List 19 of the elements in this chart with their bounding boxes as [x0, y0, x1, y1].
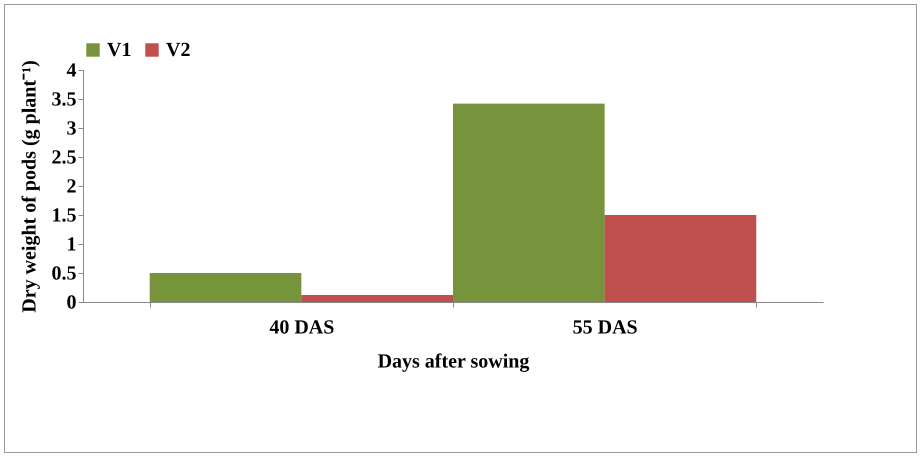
y-tick-label: 4	[66, 60, 76, 82]
y-tick-label: 1	[66, 234, 76, 256]
bar	[453, 104, 605, 302]
y-tick-label: 3	[66, 118, 76, 140]
bar	[150, 273, 302, 302]
y-tick-label: 2	[66, 176, 76, 198]
y-tick-label: 3.5	[52, 88, 76, 110]
legend-label: V1	[107, 39, 132, 61]
x-tick-label: 55 DAS	[572, 316, 638, 338]
bar	[604, 215, 756, 302]
x-axis-title: Days after sowing	[378, 350, 530, 372]
x-tick-label: 40 DAS	[269, 316, 334, 338]
bar	[301, 295, 453, 302]
y-axis-title: Dry weight of pods (g plant⁻¹)	[18, 60, 40, 313]
y-tick-label: 0.5	[52, 262, 76, 284]
legend-label: V2	[166, 39, 190, 61]
y-tick-label: 1.5	[52, 204, 76, 226]
y-tick-label: 2.5	[52, 146, 76, 168]
y-tick-label: 0	[66, 292, 76, 314]
